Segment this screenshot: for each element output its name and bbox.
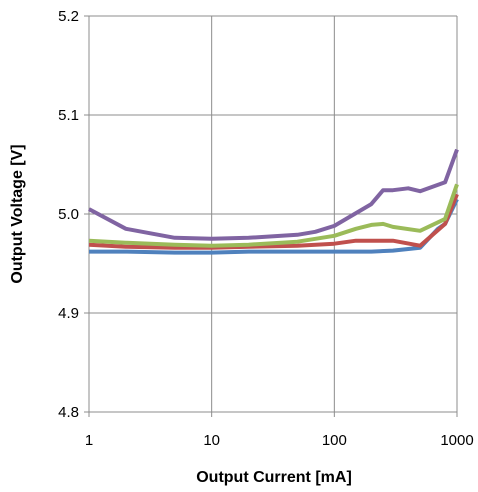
y-tick-label: 5.2 [58, 8, 79, 25]
series-line-4 [88, 148, 459, 241]
x-tick-label: 1 [85, 432, 93, 449]
y-axis-title: Output Voltage [V] [9, 144, 26, 283]
tick-labels: 4.8 4.9 5.0 5.1 5.2 1 10 100 1000 [58, 8, 474, 449]
x-tick-label: 1000 [440, 432, 473, 449]
series-line-2 [88, 193, 459, 250]
grid [84, 15, 458, 417]
x-tick-label: 10 [203, 432, 220, 449]
series-line-3 [88, 183, 459, 248]
y-tick-label: 5.0 [58, 206, 79, 223]
series-lines [88, 148, 459, 255]
x-axis-title: Output Current [mA] [196, 469, 352, 486]
x-tick-label: 100 [322, 432, 347, 449]
y-tick-label: 4.9 [58, 305, 79, 322]
y-tick-label: 4.8 [58, 404, 79, 421]
y-tick-label: 5.1 [58, 107, 79, 124]
